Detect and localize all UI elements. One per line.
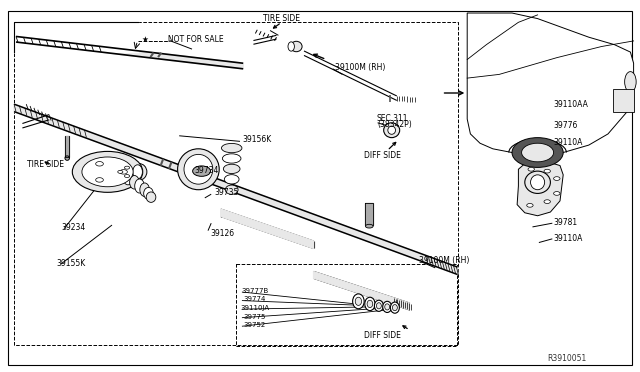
Ellipse shape [225, 185, 238, 194]
Text: 39775: 39775 [244, 314, 266, 320]
Circle shape [72, 151, 143, 192]
Ellipse shape [353, 294, 364, 309]
Ellipse shape [133, 165, 143, 179]
Ellipse shape [65, 156, 69, 160]
Ellipse shape [383, 301, 392, 312]
Ellipse shape [531, 175, 545, 190]
Circle shape [82, 157, 133, 187]
Text: 39774: 39774 [244, 296, 266, 302]
Circle shape [544, 200, 550, 203]
Circle shape [124, 166, 129, 169]
Circle shape [527, 203, 533, 207]
Ellipse shape [223, 164, 240, 173]
Ellipse shape [118, 164, 132, 179]
Circle shape [554, 192, 560, 195]
Text: R3910051: R3910051 [547, 355, 586, 363]
Circle shape [522, 143, 554, 162]
Text: 39110JA: 39110JA [240, 305, 269, 311]
Ellipse shape [388, 126, 396, 134]
Circle shape [528, 167, 534, 171]
Circle shape [96, 161, 104, 166]
Text: 39777B: 39777B [242, 288, 269, 294]
Text: 39735: 39735 [214, 188, 239, 197]
Circle shape [124, 174, 129, 177]
Text: TIRE SIDE: TIRE SIDE [27, 160, 64, 169]
Polygon shape [14, 104, 458, 275]
Circle shape [554, 177, 560, 180]
Circle shape [120, 170, 127, 174]
Ellipse shape [140, 183, 150, 196]
Ellipse shape [384, 123, 399, 138]
Text: 39155K: 39155K [56, 259, 86, 267]
Text: 39781: 39781 [554, 218, 578, 227]
Ellipse shape [288, 42, 294, 51]
Ellipse shape [225, 175, 239, 184]
Ellipse shape [129, 176, 140, 189]
Ellipse shape [365, 224, 373, 228]
Text: DIFF SIDE: DIFF SIDE [364, 331, 401, 340]
Ellipse shape [223, 154, 241, 163]
Ellipse shape [365, 297, 375, 311]
Text: 39752: 39752 [244, 322, 266, 328]
Ellipse shape [291, 41, 302, 52]
Polygon shape [221, 209, 314, 248]
Circle shape [544, 169, 550, 173]
Text: 39126: 39126 [210, 229, 234, 238]
Polygon shape [467, 13, 634, 154]
Ellipse shape [385, 304, 390, 310]
Polygon shape [65, 136, 69, 157]
Ellipse shape [131, 164, 147, 180]
Ellipse shape [525, 171, 550, 193]
Text: 39110A: 39110A [554, 234, 583, 243]
Polygon shape [99, 46, 243, 69]
Text: DIFF SIDE: DIFF SIDE [364, 151, 401, 160]
Ellipse shape [625, 71, 636, 92]
Ellipse shape [376, 303, 381, 309]
Text: 39776: 39776 [554, 121, 578, 130]
Circle shape [96, 178, 104, 182]
Ellipse shape [144, 187, 154, 199]
Ellipse shape [355, 297, 362, 305]
Ellipse shape [221, 143, 242, 153]
Text: 39100M (RH): 39100M (RH) [419, 256, 470, 265]
Polygon shape [365, 203, 373, 225]
Ellipse shape [392, 305, 397, 311]
Polygon shape [314, 272, 410, 310]
Ellipse shape [135, 179, 145, 193]
Text: (38342P): (38342P) [378, 120, 412, 129]
Polygon shape [517, 162, 563, 216]
Ellipse shape [184, 154, 212, 184]
Ellipse shape [390, 302, 399, 313]
Ellipse shape [146, 192, 156, 202]
Circle shape [118, 170, 123, 173]
Text: 39100M (RH): 39100M (RH) [335, 63, 385, 72]
Ellipse shape [178, 149, 220, 190]
Ellipse shape [367, 300, 372, 308]
Text: TIRE SIDE: TIRE SIDE [263, 14, 300, 23]
Ellipse shape [123, 172, 133, 185]
Circle shape [193, 166, 211, 176]
Text: 39734: 39734 [194, 166, 218, 175]
Polygon shape [14, 22, 138, 52]
Text: 39110AA: 39110AA [554, 100, 588, 109]
Text: ★ ...... NOT FOR SALE: ★ ...... NOT FOR SALE [142, 35, 224, 44]
Text: 39234: 39234 [61, 223, 86, 232]
Text: 39156K: 39156K [242, 135, 271, 144]
Circle shape [512, 138, 563, 167]
Text: 39110A: 39110A [554, 138, 583, 147]
Text: SEC.311: SEC.311 [376, 114, 408, 123]
Ellipse shape [374, 300, 383, 311]
FancyBboxPatch shape [613, 89, 634, 112]
